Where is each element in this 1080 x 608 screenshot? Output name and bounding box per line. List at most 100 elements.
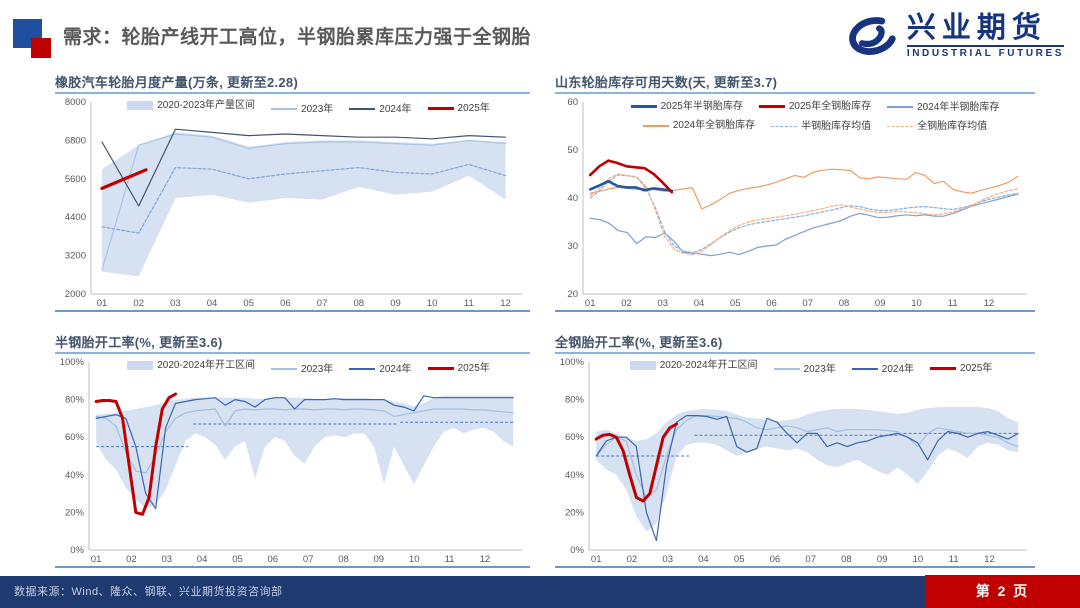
- svg-text:5600: 5600: [65, 174, 86, 185]
- legend-item: 2025年: [427, 362, 490, 375]
- company-logo: 兴业期货 INDUSTRIAL FUTURES: [847, 10, 1064, 62]
- legend-label: 2023年: [301, 103, 334, 115]
- svg-text:40: 40: [567, 193, 578, 204]
- legend-item: 2025年全钢胎库存: [758, 100, 871, 113]
- chart-panel-full-steel-operating-rate: 全钢胎开工率(%, 更新至3.6) 2020-2024年开工区间 2023年 202…: [555, 332, 1035, 568]
- svg-text:60%: 60%: [565, 432, 585, 443]
- chart-panel-inventory-days: 山东轮胎库存可用天数(天, 更新至3.7) 2025年半钢胎库存 2025年全钢胎…: [555, 72, 1035, 312]
- legend-item: 2024年: [851, 363, 915, 376]
- svg-text:06: 06: [770, 554, 781, 565]
- legend-label: 2025年: [457, 363, 490, 374]
- legend-label: 2023年: [301, 363, 334, 375]
- svg-text:09: 09: [374, 554, 385, 565]
- legend-item: 2024年: [349, 363, 412, 376]
- svg-text:01: 01: [97, 298, 108, 309]
- svg-text:40%: 40%: [565, 470, 585, 481]
- svg-text:60%: 60%: [65, 432, 85, 443]
- svg-text:05: 05: [243, 298, 254, 309]
- svg-text:07: 07: [317, 298, 328, 309]
- chart-title-semi-steel: 半钢胎开工率(%, 更新至3.6): [55, 335, 223, 350]
- svg-text:06: 06: [268, 554, 279, 565]
- legend-label: 2024年: [379, 363, 412, 375]
- legend-item: 2020-2024年开工区间: [127, 359, 255, 372]
- chart-legend: 2020-2023年产量区间 2023年 2024年 2025年: [91, 99, 526, 118]
- legend-swatch: [349, 368, 376, 370]
- svg-text:08: 08: [338, 554, 349, 565]
- legend-swatch: [771, 125, 798, 127]
- svg-text:07: 07: [802, 298, 813, 309]
- chart-title-full-steel: 全钢胎开工率(%, 更新至3.6): [555, 335, 723, 350]
- chart-title-inventory-days: 山东轮胎库存可用天数(天, 更新至3.7): [555, 75, 778, 90]
- svg-text:20: 20: [567, 289, 578, 300]
- svg-text:11: 11: [948, 298, 958, 309]
- legend-item: 2020-2023年产量区间: [127, 99, 255, 112]
- svg-text:04: 04: [197, 554, 208, 565]
- legend-swatch: [127, 361, 154, 370]
- legend-swatch: [773, 368, 800, 370]
- legend-label: 半钢胎库存均值: [801, 120, 872, 132]
- chart-panel-production: 橡胶汽车轮胎月度产量(万条, 更新至2.28) 2020-2023年产量区间 20…: [55, 72, 530, 312]
- semi-steel-operating-rate-chart: 2020-2024年开工区间 2023年 2024年 2025年 0% 20% 40% 60…: [55, 354, 530, 571]
- legend-item: 半钢胎库存均值: [771, 120, 871, 133]
- svg-text:50: 50: [567, 145, 578, 156]
- legend-label: 2020-2023年产量区间: [157, 100, 256, 111]
- title-rule: [555, 92, 1035, 94]
- svg-text:01: 01: [585, 298, 596, 309]
- legend-swatch: [629, 361, 656, 370]
- svg-text:20%: 20%: [65, 507, 85, 518]
- legend-label: 2024年: [379, 103, 412, 115]
- svg-text:0%: 0%: [70, 545, 84, 556]
- legend-swatch: [887, 106, 914, 108]
- inventory-days-chart: 2025年半钢胎库存 2025年全钢胎库存 2024年半钢胎库存 2024年全钢胎库存…: [555, 94, 1035, 315]
- chart-panel-semi-steel-operating-rate: 半钢胎开工率(%, 更新至3.6) 2020-2024年开工区间 2023年 202…: [55, 332, 530, 568]
- svg-text:09: 09: [390, 298, 401, 309]
- svg-text:80%: 80%: [65, 395, 85, 406]
- inventory-days-chart-canvas: 20 30 40 50 60 01 02 03 04 05 06 07 08 09 10 11 12: [567, 97, 1027, 309]
- legend-label: 2023年: [803, 363, 836, 375]
- svg-text:30: 30: [567, 241, 578, 252]
- legend-label: 2025年半钢胎库存: [660, 101, 743, 112]
- legend-label: 全钢胎库存均值: [917, 120, 988, 132]
- legend-item: 2024年半钢胎库存: [887, 101, 999, 114]
- legend-swatch: [427, 107, 454, 110]
- svg-text:08: 08: [841, 554, 852, 565]
- legend-item: 2023年: [271, 363, 333, 376]
- svg-text:100%: 100%: [60, 357, 85, 368]
- legend-swatch: [930, 367, 957, 370]
- svg-text:60: 60: [567, 97, 578, 108]
- svg-text:12: 12: [984, 298, 995, 309]
- legend-swatch: [427, 367, 454, 370]
- page-number-badge: 第 2 页: [925, 575, 1080, 608]
- svg-text:02: 02: [126, 554, 137, 565]
- title-rule: [555, 352, 1035, 354]
- legend-label: 2025年: [960, 363, 993, 374]
- svg-text:03: 03: [170, 298, 181, 309]
- footer-bar: 数据来源：Wind、隆众、钢联、兴业期货投资咨询部: [0, 576, 1080, 608]
- svg-text:03: 03: [162, 554, 173, 565]
- svg-text:11: 11: [445, 554, 455, 565]
- svg-text:02: 02: [621, 298, 632, 309]
- svg-text:02: 02: [627, 554, 638, 565]
- chart-legend: 2020-2024年开工区间 2023年 2024年 2025年: [591, 359, 1031, 378]
- svg-text:12: 12: [480, 554, 491, 565]
- svg-text:08: 08: [354, 298, 365, 309]
- legend-swatch: [127, 101, 154, 110]
- chart-legend: 2020-2024年开工区间 2023年 2024年 2025年: [91, 359, 526, 378]
- svg-text:04: 04: [698, 554, 709, 565]
- legend-swatch: [271, 108, 298, 110]
- svg-text:01: 01: [91, 554, 102, 565]
- legend-item: 2023年: [773, 363, 836, 376]
- legend-item: 2020-2024年开工区间: [629, 359, 758, 372]
- legend-swatch: [887, 125, 914, 127]
- svg-text:03: 03: [662, 554, 673, 565]
- legend-label: 2025年: [457, 103, 490, 114]
- page-title: 需求：轮胎产线开工高位，半钢胎累库压力强于全钢胎: [63, 27, 532, 48]
- svg-text:3200: 3200: [65, 251, 86, 262]
- legend-label: 2024年: [881, 363, 915, 375]
- svg-text:100%: 100%: [560, 357, 585, 368]
- legend-item: 2023年: [271, 103, 333, 116]
- legend-swatch: [758, 105, 785, 108]
- svg-text:05: 05: [734, 554, 745, 565]
- chart-legend: 2025年半钢胎库存 2025年全钢胎库存 2024年半钢胎库存 2024年全钢胎库存…: [605, 97, 1025, 135]
